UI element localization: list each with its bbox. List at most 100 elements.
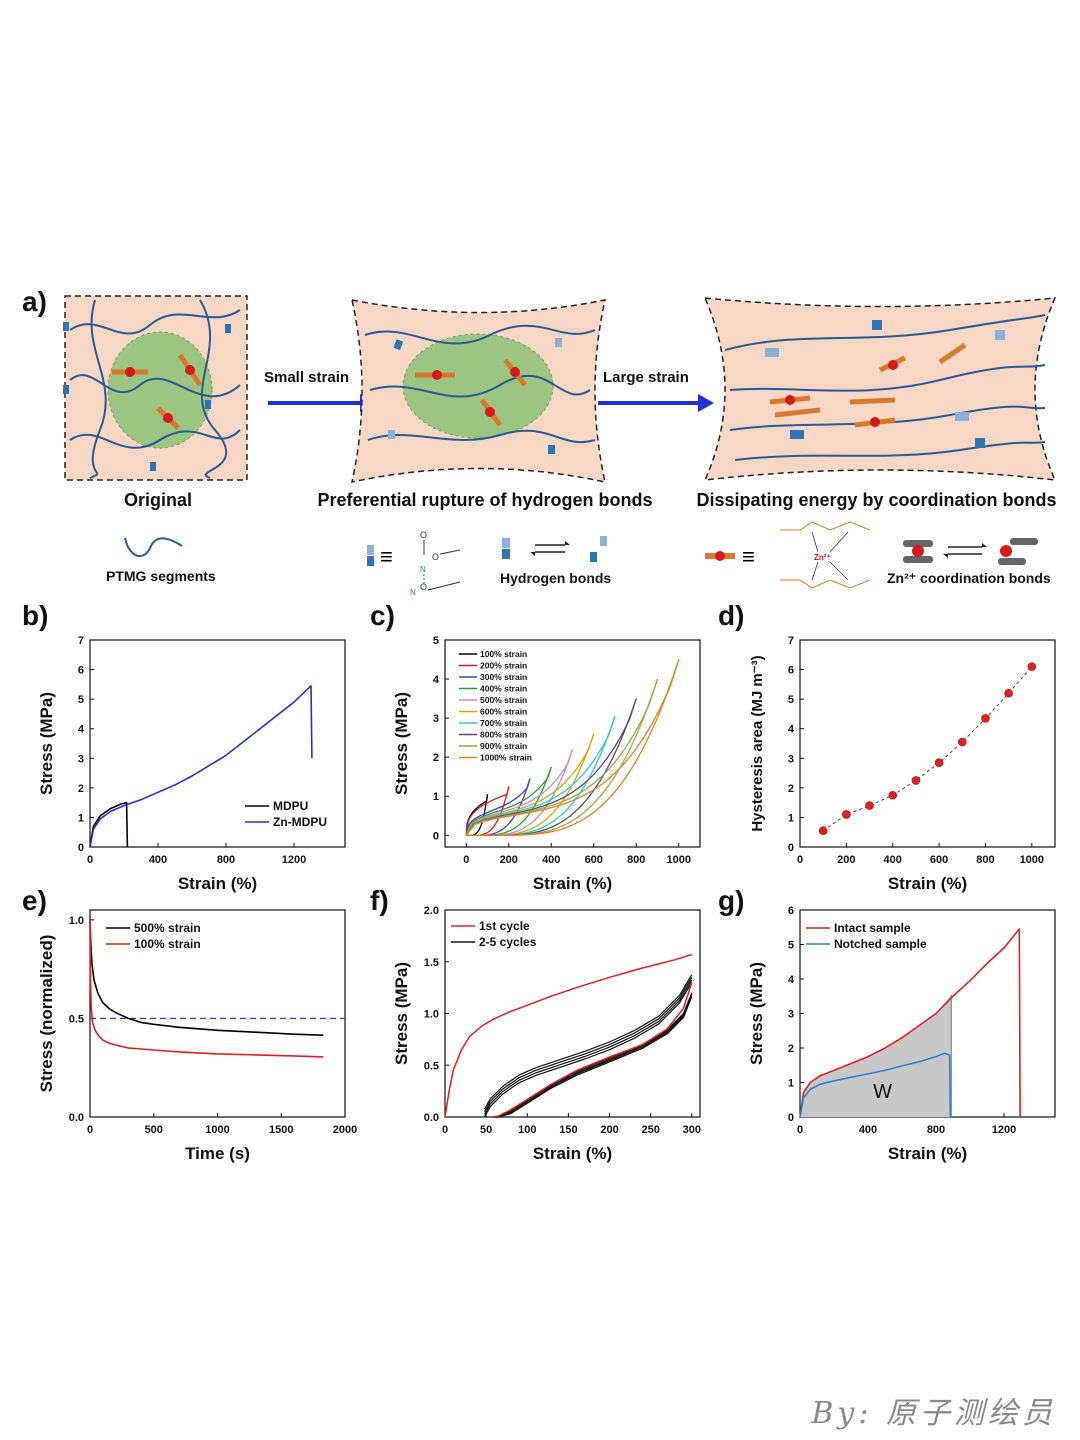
y-tick-label: 1.5 (424, 957, 439, 969)
y-tick-label: 7 (788, 635, 794, 647)
series-line-zn-mdpu (89, 684, 313, 848)
data-point (934, 758, 944, 768)
y-tick-label: 0.0 (424, 1112, 439, 1124)
x-tick-label: 800 (217, 854, 235, 866)
series-line-mdpu (89, 801, 129, 848)
x-tick-label: 400 (859, 1124, 877, 1136)
series-line-notched (799, 1052, 952, 1118)
y-tick-label: 2 (788, 1043, 794, 1055)
y-tick-label: 0 (433, 830, 439, 842)
x-axis-label: Strain (%) (888, 874, 967, 893)
watermark: By: 原子测绘员 (811, 1396, 1056, 1431)
cycle-load-300 (465, 778, 531, 836)
x-tick-label: 500 (145, 1124, 163, 1136)
large-strain-arrow (598, 394, 714, 412)
legend-label: 500% strain (480, 695, 527, 705)
data-point (1004, 688, 1013, 698)
y-tick-label: 4 (788, 724, 795, 736)
x-tick-label: 0 (442, 1124, 448, 1136)
y-tick-label: 2.0 (424, 905, 439, 917)
y-tick-label: 3 (433, 713, 439, 725)
cycle-load-600 (465, 733, 595, 836)
y-axis-label: Hysteresis area (MJ m⁻³) (749, 655, 766, 831)
y-tick-label: 2 (788, 783, 794, 795)
hydrogen-bond-icon: ≡ O O N O N (367, 530, 461, 597)
x-tick-label: 0 (87, 1124, 93, 1136)
legend-label: 100% strain (134, 937, 201, 951)
y-axis-label: Stress (MPa) (37, 692, 56, 795)
y-tick-label: 5 (788, 694, 794, 706)
legend-label: Notched sample (834, 937, 927, 951)
x-axis-label: Strain (%) (178, 874, 257, 893)
stage-label-original: Original (123, 490, 192, 510)
hydrogen-bond-equilibrium-icon (502, 536, 607, 562)
series-line-intact (799, 928, 1021, 1118)
y-tick-label: 6 (788, 665, 794, 677)
chart-b-stress-strain: 0 400 800 1200 0 1 2 3 4 5 6 7 Strain (%) Stress (MPa… (37, 635, 346, 893)
y-tick-label: 5 (433, 635, 439, 647)
x-tick-label: 1500 (269, 1124, 293, 1136)
svg-text:≡: ≡ (742, 544, 755, 569)
y-tick-label: 2 (78, 783, 84, 795)
cycle-load-1000 (465, 659, 680, 836)
legend-label: 900% strain (480, 741, 527, 751)
legend-ptmg-label: PTMG segments (106, 568, 216, 584)
x-axis-label: Strain (%) (533, 1144, 612, 1163)
y-tick-label: 5 (788, 940, 794, 952)
data-point (957, 737, 967, 747)
legend-label: 2-5 cycles (479, 935, 537, 949)
trend-line (822, 666, 1033, 832)
y-tick-label: 2 (433, 752, 439, 764)
stage-label-coordination: Dissipating energy by coordination bonds (696, 490, 1057, 510)
panel-label-e: e) (22, 885, 47, 916)
legend-label: Zn-MDPU (273, 815, 327, 829)
x-tick-label: 100 (518, 1124, 536, 1136)
annotation-w: W (873, 1081, 892, 1103)
cycle-load-400 (465, 766, 552, 836)
y-tick-label: 1 (788, 812, 794, 824)
legend-label: 700% strain (480, 718, 527, 728)
chart-f-consecutive-cycles: 0 50 100 150 200 250 300 0.0 0.5 1.0 1.5 2.0 Strain … (392, 905, 701, 1163)
x-tick-label: 150 (559, 1124, 577, 1136)
series-line-500strain (89, 919, 324, 1036)
y-tick-label: 7 (78, 635, 84, 647)
x-tick-label: 400 (149, 854, 167, 866)
y-tick-label: 1 (433, 791, 439, 803)
x-tick-label: 0 (87, 854, 93, 866)
legend-label: 800% strain (480, 730, 527, 740)
x-tick-label: 800 (927, 1124, 945, 1136)
legend-label: Intact sample (834, 921, 911, 935)
y-tick-label: 3 (788, 753, 794, 765)
data-point (818, 826, 828, 836)
y-tick-label: 0.5 (69, 1013, 84, 1025)
cycle-load-800 (465, 698, 637, 836)
chart-g-notched-intact: 0 400 800 1200 0 1 2 3 4 5 6 Strain (%) Stress (MPa)… (747, 905, 1056, 1163)
chart-d-hysteresis-area: 0 200 400 600 800 1000 0 1 2 3 4 5 6 7 Strain (%) Hyste… (749, 635, 1056, 893)
cycle-2to5-unload (492, 995, 693, 1118)
y-tick-label: 3 (788, 1009, 794, 1021)
y-tick-label: 6 (788, 905, 794, 917)
y-axis-label: Stress (normalized) (37, 935, 56, 1093)
legend-label: 400% strain (480, 684, 527, 694)
x-tick-label: 800 (976, 854, 994, 866)
panel-label-f: f) (370, 885, 389, 916)
x-tick-label: 0 (797, 1124, 803, 1136)
arrow-label-large-strain: Large strain (603, 369, 689, 386)
y-tick-label: 4 (788, 974, 795, 986)
coordination-bond-equilibrium-icon (903, 538, 1038, 565)
x-tick-label: 1000 (1020, 854, 1044, 866)
cycle-1-unload (492, 982, 693, 1118)
coordination-bond-icon: ≡ Zn²⁺ (705, 521, 871, 589)
original-network (63, 295, 248, 481)
legend-hbond-label: Hydrogen bonds (500, 570, 612, 586)
x-tick-label: 400 (884, 854, 902, 866)
y-tick-label: 0.0 (69, 1112, 84, 1124)
x-axis-label: Time (s) (185, 1144, 250, 1163)
legend-label: 300% strain (480, 672, 527, 682)
cycle-2to5-load (483, 982, 693, 1118)
y-tick-label: 6 (78, 665, 84, 677)
x-tick-label: 50 (480, 1124, 492, 1136)
cycle-load-100 (465, 794, 489, 836)
panel-label-b: b) (22, 600, 49, 631)
y-axis-label: Stress (MPa) (747, 962, 766, 1065)
